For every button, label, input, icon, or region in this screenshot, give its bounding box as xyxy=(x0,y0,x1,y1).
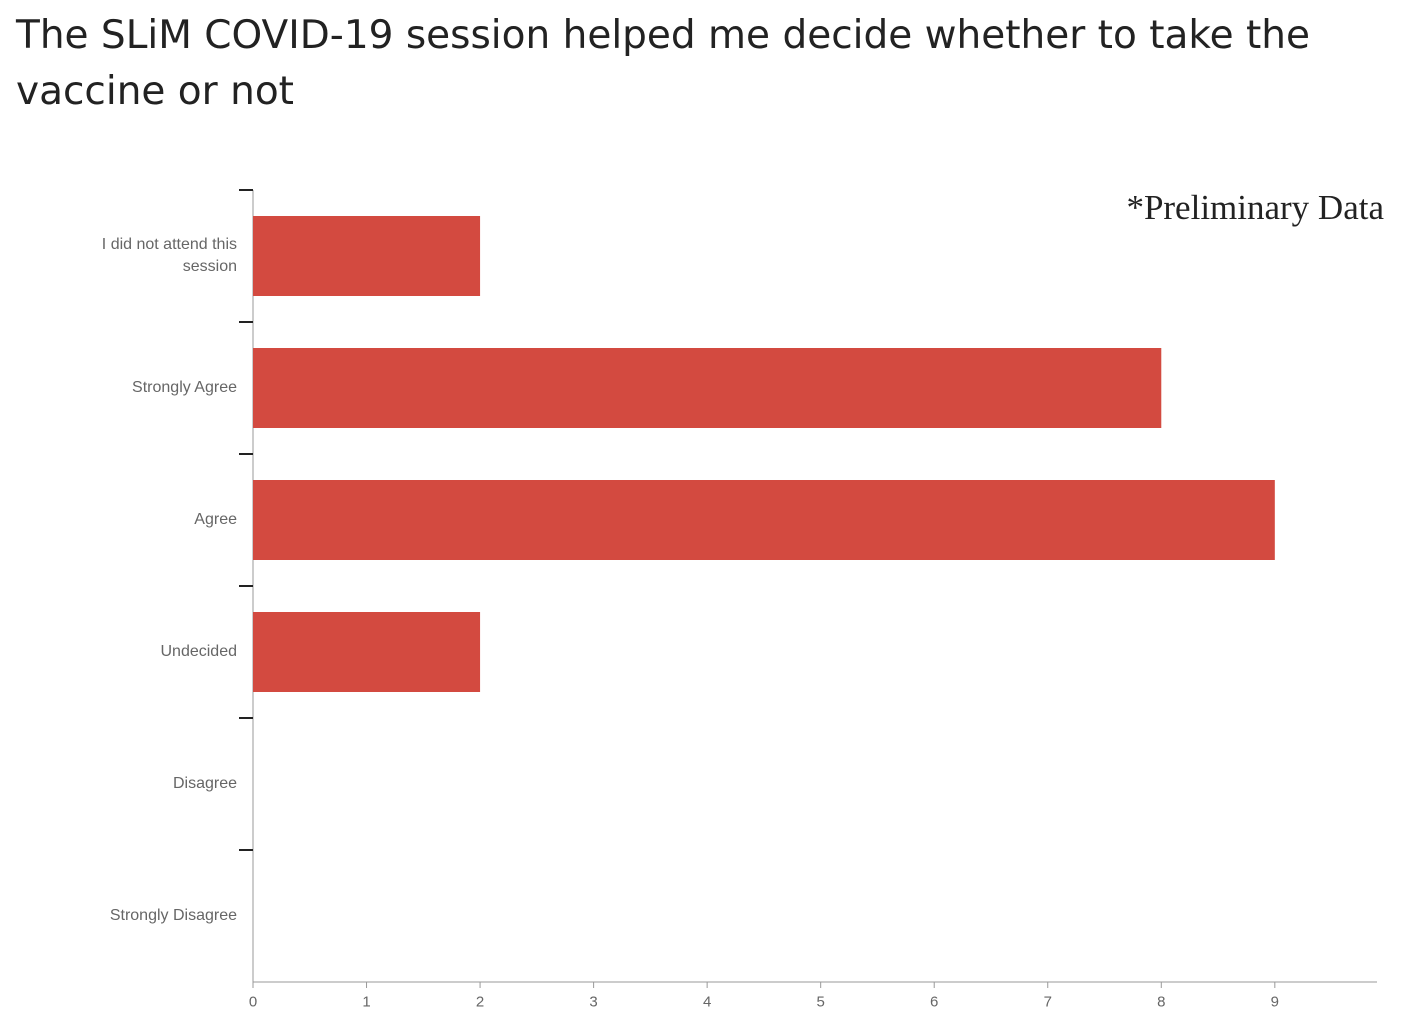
bar xyxy=(253,348,1162,428)
y-tick-label: Undecided xyxy=(160,643,238,660)
y-tick-label: I did not attend this session xyxy=(101,236,237,275)
x-tick-label: 3 xyxy=(589,993,597,1010)
x-tick-label: 0 xyxy=(249,993,257,1010)
bar xyxy=(253,216,481,296)
y-tick-label: Strongly Disagree xyxy=(109,907,237,924)
x-tick-label: 1 xyxy=(362,993,370,1010)
x-tick-label: 5 xyxy=(817,993,825,1010)
y-tick-label: Strongly Agree xyxy=(132,379,237,396)
x-tick-label: 6 xyxy=(930,993,938,1010)
x-tick-label: 4 xyxy=(703,993,711,1010)
y-tick-label: Agree xyxy=(194,511,237,528)
x-tick-label: 2 xyxy=(476,993,484,1010)
bar xyxy=(253,480,1275,560)
x-tick-label: 7 xyxy=(1044,993,1052,1010)
x-tick-label: 8 xyxy=(1157,993,1165,1010)
chart-title: The SLiM COVID-19 session helped me deci… xyxy=(16,13,1310,114)
annotation: *Preliminary Data xyxy=(1126,188,1384,227)
x-tick-label: 9 xyxy=(1271,993,1279,1010)
y-tick-label: Disagree xyxy=(172,775,237,792)
bar xyxy=(253,612,481,692)
